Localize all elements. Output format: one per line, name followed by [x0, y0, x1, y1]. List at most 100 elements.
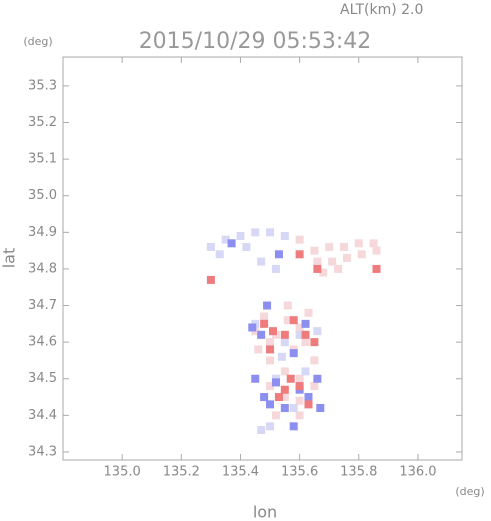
radar-cell — [295, 382, 304, 391]
y-tick-label: 35.2 — [28, 115, 57, 130]
radar-cell — [206, 275, 215, 284]
y-tick-label: 35.3 — [28, 78, 57, 93]
radar-cell — [286, 374, 295, 383]
radar-cell — [260, 393, 269, 402]
radar-cell — [274, 250, 283, 259]
radar-cell — [263, 301, 272, 310]
radar-cell — [342, 253, 351, 262]
radar-cell — [304, 393, 313, 402]
y-axis-label: lat — [0, 248, 19, 269]
radar-cell — [357, 250, 366, 259]
radar-cell — [283, 301, 292, 310]
radar-cell — [304, 308, 313, 317]
radar-cell — [266, 422, 275, 431]
radar-cell — [280, 404, 289, 413]
radar-cell — [271, 378, 280, 387]
radar-cell — [316, 404, 325, 413]
radar-cell — [266, 400, 275, 409]
x-tick-label: 135.2 — [163, 465, 200, 480]
radar-cell — [295, 323, 304, 332]
radar-cell — [372, 246, 381, 255]
radar-cell — [310, 246, 319, 255]
x-tick-label: 135.8 — [340, 465, 377, 480]
y-unit: (deg) — [23, 35, 52, 48]
x-unit: (deg) — [455, 485, 484, 498]
radar-cell — [236, 231, 245, 240]
radar-cell — [206, 242, 215, 251]
radar-cell — [369, 239, 378, 248]
radar-cell — [372, 264, 381, 273]
radar-cell — [295, 330, 304, 339]
radar-cell — [339, 242, 348, 251]
y-tick-label: 34.9 — [28, 225, 57, 240]
radar-cell — [215, 250, 224, 259]
radar-cell — [280, 338, 289, 347]
radar-cell — [266, 228, 275, 237]
radar-cell — [271, 411, 280, 420]
radar-cell — [251, 228, 260, 237]
x-tick-label: 135.6 — [281, 465, 318, 480]
radar-cell — [310, 356, 319, 365]
radar-cell — [260, 312, 269, 321]
radar-cell — [266, 382, 275, 391]
radar-cell — [257, 425, 266, 434]
radar-cell — [280, 330, 289, 339]
radar-cell — [254, 345, 263, 354]
radar-cell — [280, 231, 289, 240]
radar-cell — [221, 235, 230, 244]
radar-cell — [295, 235, 304, 244]
x-tick-label: 135.4 — [222, 465, 259, 480]
radar-cell — [289, 316, 298, 325]
radar-cell — [280, 385, 289, 394]
y-tick-label: 34.4 — [28, 408, 57, 423]
x-tick-label: 136.0 — [399, 465, 436, 480]
radar-cell — [295, 396, 304, 405]
y-tick-label: 34.3 — [28, 444, 57, 459]
radar-cell — [295, 374, 304, 383]
chart-title: 2015/10/29 05:53:42 — [139, 29, 372, 54]
radar-cell — [248, 323, 257, 332]
annotation: ALT(km) 2.0 — [340, 2, 423, 18]
radar-cell — [260, 319, 269, 328]
radar-cell — [227, 239, 236, 248]
radar-cell — [310, 338, 319, 347]
radar-cell — [242, 242, 251, 251]
radar-cell — [334, 264, 343, 273]
radar-cell — [266, 356, 275, 365]
radar-cell — [257, 330, 266, 339]
radar-cell — [310, 382, 319, 391]
radar-cell — [271, 264, 280, 273]
radar-cell — [295, 411, 304, 420]
radar-cell — [269, 327, 277, 336]
radar-cell — [295, 250, 304, 259]
radar-cell — [301, 319, 310, 328]
radar-cell — [354, 239, 363, 248]
radar-cell — [325, 242, 334, 251]
radar-cell — [289, 404, 298, 413]
y-tick-label: 35.0 — [28, 188, 57, 203]
y-tick-label: 34.8 — [28, 261, 57, 276]
radar-cell — [304, 400, 313, 409]
radar-cell — [266, 345, 275, 354]
radar-cell — [257, 257, 266, 266]
plot-frame — [62, 56, 463, 461]
x-tick-label: 135.0 — [104, 465, 141, 480]
y-tick-label: 34.5 — [28, 371, 57, 386]
radar-cell — [301, 330, 310, 339]
radar-cell — [266, 338, 275, 347]
y-tick-label: 34.6 — [28, 335, 57, 350]
radar-cell — [319, 268, 328, 277]
radar-cell — [289, 349, 298, 358]
radar-cell — [313, 264, 322, 273]
radar-cell — [313, 374, 322, 383]
radar-cell — [328, 257, 337, 266]
x-axis-label: lon — [253, 503, 277, 521]
radar-cell — [277, 352, 286, 361]
y-tick-label: 34.7 — [28, 298, 57, 313]
radar-cell — [251, 374, 260, 383]
radar-cell — [301, 367, 310, 376]
radar-cell — [289, 422, 298, 431]
radar-cell — [283, 316, 292, 325]
radar-cell — [274, 393, 283, 402]
